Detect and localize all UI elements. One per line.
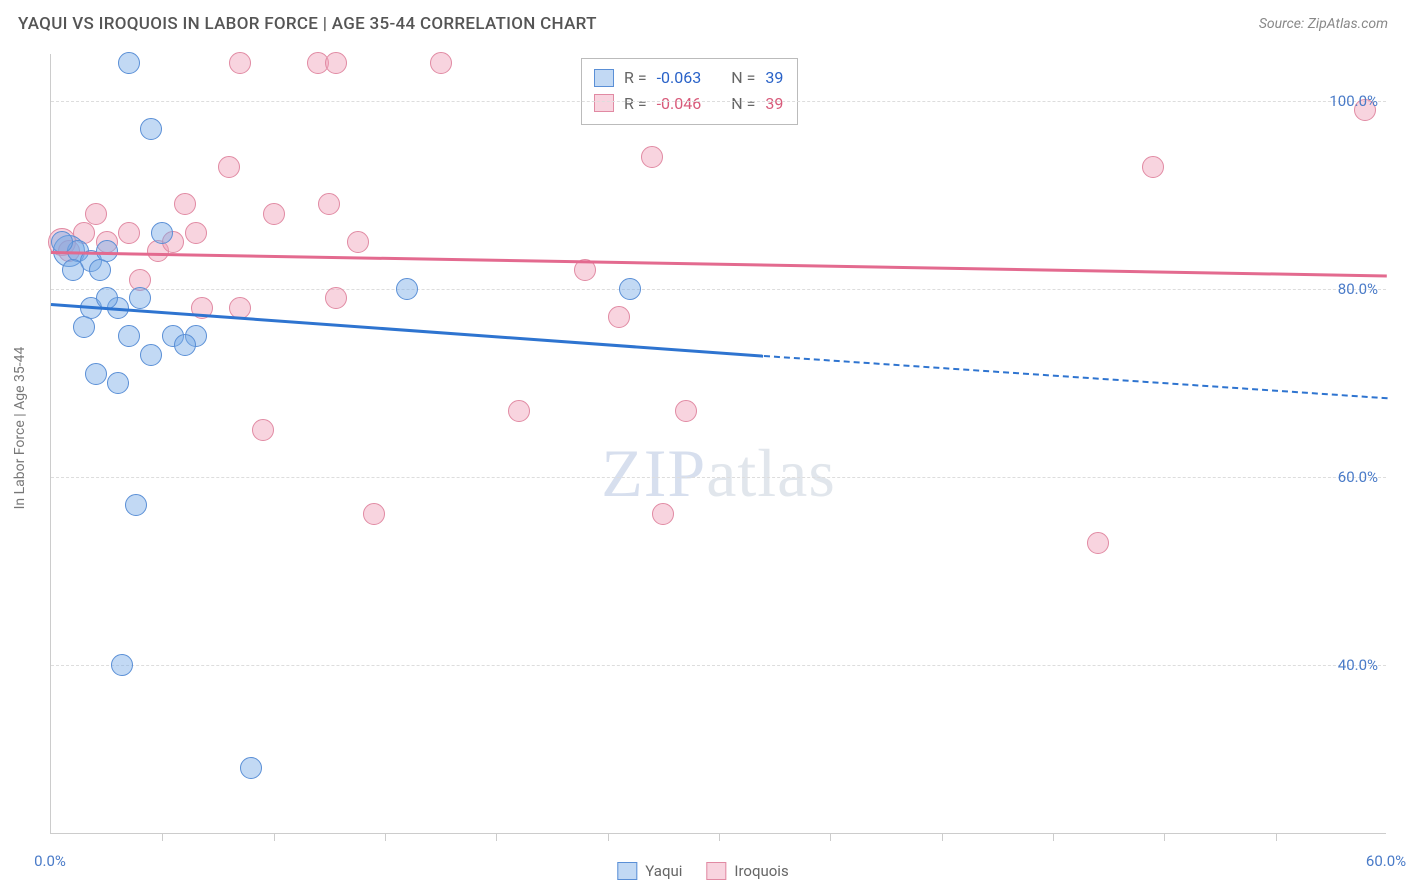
data-point-iroquois [118,222,140,244]
data-point-iroquois [174,193,196,215]
data-point-iroquois [252,419,274,441]
data-point-yaqui [118,52,140,74]
y-axis-label: In Labor Force | Age 35-44 [12,347,28,510]
data-point-iroquois [1087,532,1109,554]
source-attribution: Source: ZipAtlas.com [1259,16,1388,32]
iroquois-swatch-icon [594,94,614,112]
data-point-yaqui [240,757,262,779]
yaqui-swatch-icon [617,862,637,880]
scatter-plot-area: ZIPatlas R = -0.063 N = 39 R = -0.046 N … [50,54,1386,834]
data-point-iroquois [430,52,452,74]
stats-row-iroquois: R = -0.046 N = 39 [594,91,783,117]
data-point-iroquois [185,222,207,244]
data-point-yaqui [140,344,162,366]
data-point-yaqui [174,334,196,356]
regression-line [763,355,1387,399]
regression-line [51,251,1387,277]
data-point-iroquois [218,156,240,178]
data-point-yaqui [73,316,95,338]
y-tick-label: 60.0% [1338,468,1378,486]
data-point-iroquois [641,146,663,168]
data-point-iroquois [652,503,674,525]
data-point-yaqui [85,363,107,385]
data-point-yaqui [89,259,111,281]
y-tick-label: 40.0% [1338,656,1378,674]
legend: Yaqui Iroquois [617,862,788,880]
data-point-iroquois [608,306,630,328]
data-point-yaqui [125,494,147,516]
chart-title: YAQUI VS IROQUOIS IN LABOR FORCE | AGE 3… [18,14,597,34]
data-point-iroquois [318,193,340,215]
data-point-yaqui [129,287,151,309]
data-point-yaqui [118,325,140,347]
data-point-yaqui [140,118,162,140]
legend-item-iroquois: Iroquois [706,862,788,880]
data-point-iroquois [347,231,369,253]
data-point-iroquois [325,287,347,309]
data-point-iroquois [229,52,251,74]
correlation-stats-box: R = -0.063 N = 39 R = -0.046 N = 39 [581,58,798,125]
data-point-yaqui [62,259,84,281]
data-point-yaqui [396,278,418,300]
chart-header: YAQUI VS IROQUOIS IN LABOR FORCE | AGE 3… [18,14,1388,34]
x-tick-label: 60.0% [1366,852,1406,870]
data-point-iroquois [85,203,107,225]
data-point-iroquois [263,203,285,225]
stats-row-yaqui: R = -0.063 N = 39 [594,65,783,91]
data-point-yaqui [619,278,641,300]
data-point-yaqui [151,222,173,244]
data-point-iroquois [675,400,697,422]
x-tick-label: 0.0% [34,852,66,870]
data-point-yaqui [107,372,129,394]
data-point-iroquois [325,52,347,74]
data-point-yaqui [51,231,73,253]
y-tick-label: 80.0% [1338,280,1378,298]
data-point-iroquois [1142,156,1164,178]
data-point-iroquois [508,400,530,422]
legend-item-yaqui: Yaqui [617,862,682,880]
watermark: ZIPatlas [601,434,836,513]
data-point-yaqui [111,654,133,676]
data-point-iroquois [363,503,385,525]
iroquois-swatch-icon [706,862,726,880]
y-tick-label: 100.0% [1329,92,1378,110]
yaqui-swatch-icon [594,69,614,87]
